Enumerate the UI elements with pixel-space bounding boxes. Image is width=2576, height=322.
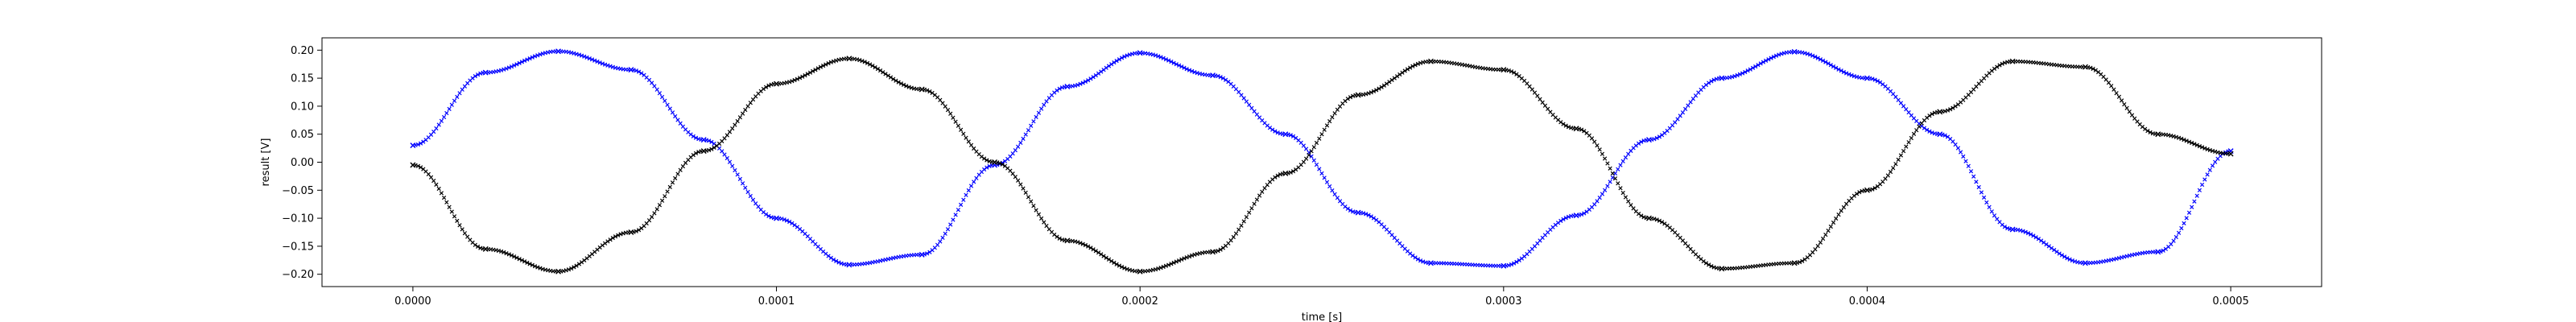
x-tick-label: 0.0003 bbox=[1485, 295, 1522, 308]
data-point bbox=[1573, 126, 1579, 132]
y-tick-label: −0.20 bbox=[282, 269, 314, 281]
data-point bbox=[1719, 266, 1725, 272]
y-tick-label: 0.00 bbox=[291, 157, 314, 169]
data-point bbox=[1210, 249, 1216, 255]
series-0 bbox=[410, 48, 2234, 269]
data-point bbox=[846, 262, 852, 268]
data-point bbox=[1064, 84, 1071, 90]
data-point bbox=[628, 229, 634, 235]
data-point bbox=[846, 56, 852, 62]
y-tick-label: −0.05 bbox=[282, 185, 314, 197]
data-point bbox=[700, 137, 707, 143]
data-point bbox=[1355, 92, 1361, 98]
data-point bbox=[1064, 237, 1071, 244]
data-point bbox=[1864, 187, 1870, 193]
data-point bbox=[1282, 131, 1289, 138]
x-tick-label: 0.0001 bbox=[758, 295, 795, 308]
marks-layer bbox=[410, 48, 2234, 275]
y-tick-label: 0.10 bbox=[291, 101, 314, 113]
x-tick-label: 0.0004 bbox=[1849, 295, 1886, 308]
data-point bbox=[555, 48, 562, 55]
data-point bbox=[919, 86, 925, 93]
data-point bbox=[2009, 226, 2016, 233]
y-tick-label: 0.15 bbox=[291, 73, 314, 85]
y-tick-label: −0.10 bbox=[282, 213, 314, 225]
data-point bbox=[2082, 260, 2088, 266]
series-1 bbox=[410, 56, 2234, 275]
data-point bbox=[1791, 48, 1798, 55]
x-tick-label: 0.0005 bbox=[2212, 295, 2249, 308]
data-point bbox=[482, 246, 489, 252]
data-point bbox=[1137, 50, 1143, 56]
y-tick-label: 0.20 bbox=[291, 45, 314, 57]
data-point bbox=[1137, 268, 1143, 275]
y-axis-label: result [V] bbox=[260, 138, 272, 187]
data-point bbox=[992, 159, 998, 165]
y-axis: −0.20 −0.15 −0.10 −0.05 0.00 0.05 0.10 0.15 0.20 bbox=[282, 45, 322, 281]
data-point bbox=[1937, 109, 1943, 115]
data-point bbox=[410, 142, 416, 149]
data-point bbox=[1501, 262, 1507, 269]
data-point bbox=[774, 215, 780, 221]
data-point bbox=[1573, 213, 1579, 219]
data-point bbox=[628, 67, 634, 73]
data-point bbox=[1282, 170, 1289, 176]
data-point bbox=[1864, 75, 1870, 81]
y-tick-label: 0.05 bbox=[291, 129, 314, 141]
data-point bbox=[555, 268, 562, 275]
data-point bbox=[1427, 58, 1434, 64]
x-tick-label: 0.0000 bbox=[394, 295, 431, 308]
data-point bbox=[919, 251, 925, 258]
x-axis: 0.0000 0.0001 0.0002 0.0003 0.0004 0.0005 bbox=[394, 287, 2249, 308]
data-point bbox=[700, 148, 707, 155]
data-point bbox=[1645, 137, 1652, 143]
data-point bbox=[2227, 151, 2234, 157]
data-point bbox=[1427, 260, 1434, 266]
data-point bbox=[2155, 131, 2161, 138]
data-point bbox=[1501, 67, 1507, 73]
data-point bbox=[482, 69, 489, 76]
x-tick-label: 0.0002 bbox=[1121, 295, 1158, 308]
data-point bbox=[1355, 209, 1361, 216]
data-point bbox=[410, 162, 416, 168]
data-point bbox=[774, 80, 780, 87]
data-point bbox=[1937, 131, 1943, 138]
data-point bbox=[2155, 249, 2161, 255]
data-point bbox=[1791, 260, 1798, 266]
x-axis-label: time [s] bbox=[1302, 312, 1342, 322]
data-point bbox=[1210, 72, 1216, 79]
data-point bbox=[2082, 64, 2088, 70]
data-point bbox=[2009, 58, 2016, 64]
data-point bbox=[1645, 215, 1652, 221]
data-point bbox=[1719, 75, 1725, 81]
y-tick-label: −0.15 bbox=[282, 241, 314, 253]
